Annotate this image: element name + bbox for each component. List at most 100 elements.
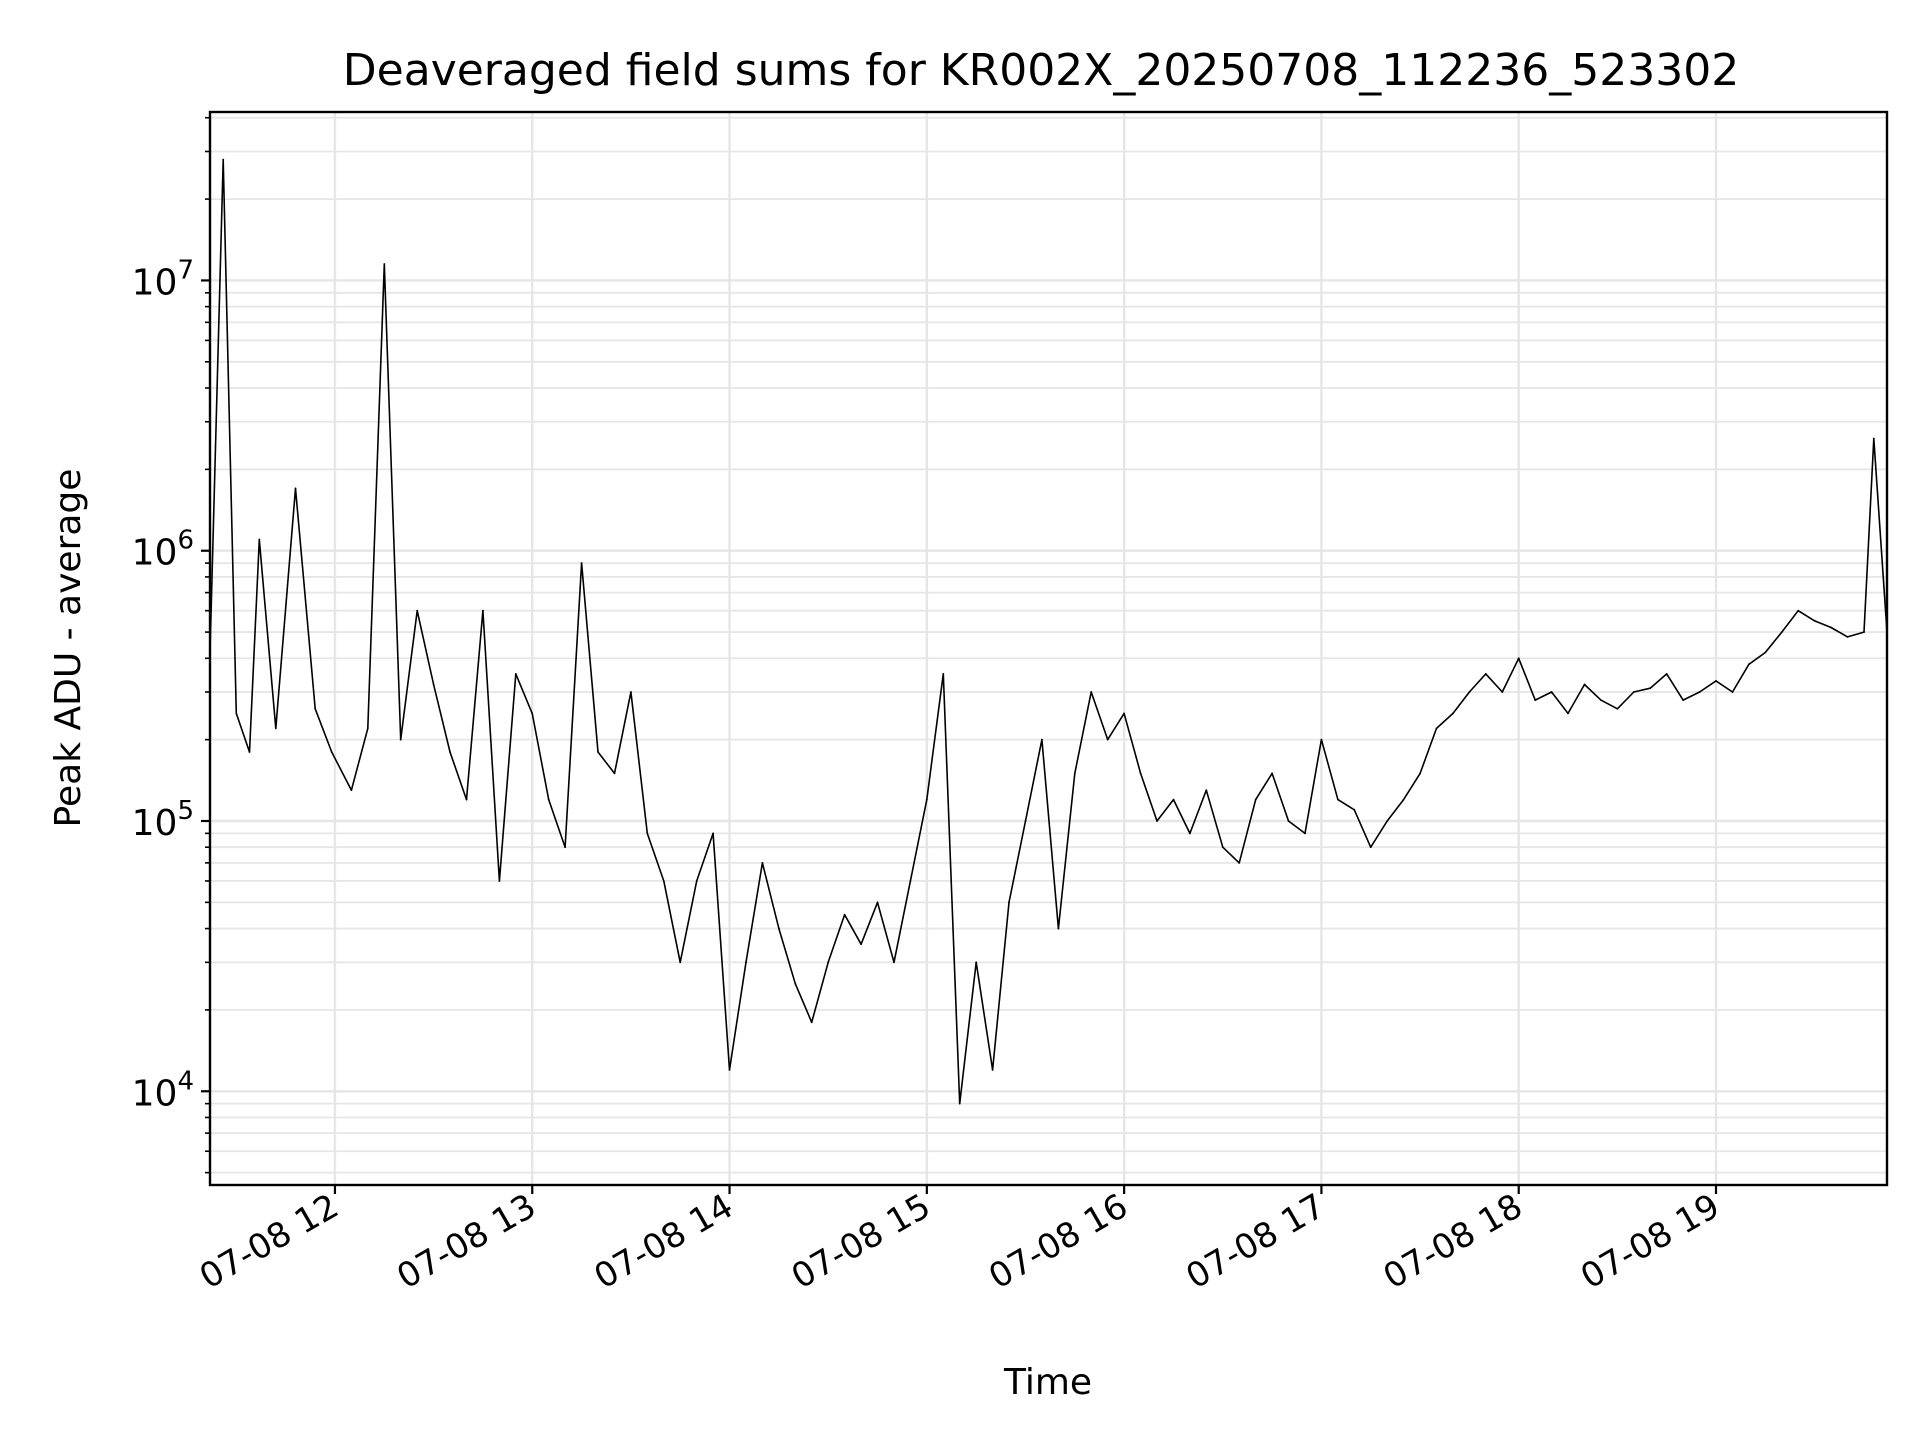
y-axis-label: Peak ADU - average — [48, 469, 89, 828]
data-point — [794, 982, 797, 985]
data-point — [482, 609, 484, 612]
data-point — [1156, 820, 1158, 822]
data-point — [350, 789, 353, 792]
data-point — [1271, 772, 1273, 775]
data-point — [1238, 862, 1241, 864]
y-tick-base: 10 — [132, 262, 178, 303]
data-point — [366, 727, 369, 730]
data-point — [432, 683, 435, 686]
data-point — [1024, 820, 1027, 822]
data-point — [1304, 832, 1306, 835]
data-point — [1172, 798, 1175, 801]
data-point — [1221, 846, 1224, 849]
data-point — [630, 691, 632, 693]
data-point — [695, 880, 698, 882]
data-point — [222, 158, 225, 161]
data-point — [1008, 901, 1010, 904]
data-point — [1205, 789, 1208, 792]
data-point — [893, 961, 895, 964]
data-point — [1534, 699, 1537, 701]
data-point — [728, 1069, 731, 1071]
data-point — [383, 263, 386, 265]
data-point — [860, 943, 862, 946]
y-tick-exponent: 6 — [177, 526, 194, 556]
data-point — [958, 1102, 961, 1105]
data-point — [1287, 820, 1290, 822]
data-point — [1616, 707, 1619, 710]
data-point — [399, 738, 402, 741]
data-point — [235, 712, 238, 715]
data-point — [1872, 437, 1875, 440]
data-point — [1715, 680, 1717, 682]
data-point — [294, 487, 297, 490]
data-point — [761, 862, 764, 864]
y-tick-base: 10 — [132, 1073, 178, 1114]
data-point — [712, 832, 714, 835]
data-point — [597, 751, 599, 753]
data-point — [514, 673, 517, 675]
chart-title: Deaveraged field sums for KR002X_2025070… — [343, 45, 1739, 96]
series-line — [209, 158, 1888, 1105]
data-point — [258, 538, 261, 541]
y-tick-base: 10 — [132, 803, 178, 844]
data-point — [1780, 631, 1783, 633]
y-tick-label: 104 — [132, 1066, 194, 1114]
data-point — [1435, 727, 1438, 730]
x-axis-label: Time — [1003, 1362, 1092, 1403]
data-point — [416, 609, 419, 612]
data-point — [1748, 663, 1750, 666]
data-point — [1041, 738, 1043, 741]
y-tick-exponent: 5 — [177, 796, 194, 826]
data-point — [662, 880, 665, 882]
data-point — [1484, 673, 1487, 675]
data-point — [564, 846, 566, 849]
data-point — [1320, 738, 1323, 741]
plot-background — [210, 112, 1887, 1185]
y-tick-label: 107 — [132, 255, 194, 303]
data-point — [1830, 626, 1832, 629]
data-point — [1353, 808, 1356, 811]
data-point — [1139, 772, 1142, 775]
data-point — [531, 712, 534, 715]
y-tick-label: 105 — [132, 796, 194, 844]
data-point — [876, 901, 879, 904]
data-point — [1123, 712, 1125, 715]
data-point — [1813, 620, 1816, 622]
data-point — [1517, 657, 1520, 660]
data-point — [1106, 738, 1109, 741]
data-point — [1337, 798, 1339, 801]
data-point — [1764, 651, 1767, 654]
data-point — [843, 913, 846, 916]
data-point — [1632, 691, 1635, 693]
data-point — [1863, 631, 1865, 633]
data-point — [1369, 846, 1372, 849]
data-point — [1550, 691, 1553, 693]
data-point — [1665, 673, 1668, 675]
y-tick-exponent: 7 — [177, 255, 194, 285]
data-point — [942, 673, 945, 675]
data-point — [991, 1069, 994, 1071]
data-point — [330, 751, 333, 753]
data-point — [810, 1021, 813, 1024]
data-point — [1649, 687, 1652, 690]
data-point — [745, 961, 747, 964]
plot-frame — [208, 110, 1889, 1187]
data-point — [646, 832, 649, 835]
data-point — [613, 772, 616, 775]
data-point — [827, 961, 830, 964]
data-point — [1402, 798, 1405, 801]
data-point — [975, 961, 978, 964]
data-point — [925, 798, 928, 801]
data-point — [1567, 712, 1569, 715]
data-point — [274, 727, 277, 730]
data-point — [1846, 636, 1849, 638]
data-point — [1057, 927, 1060, 930]
y-tick-label: 106 — [132, 526, 194, 574]
data-point — [1386, 820, 1389, 822]
data-point — [1501, 691, 1504, 693]
data-point — [909, 880, 912, 882]
data-point — [1600, 699, 1602, 701]
data-point — [1254, 798, 1257, 801]
data-point — [547, 798, 550, 801]
